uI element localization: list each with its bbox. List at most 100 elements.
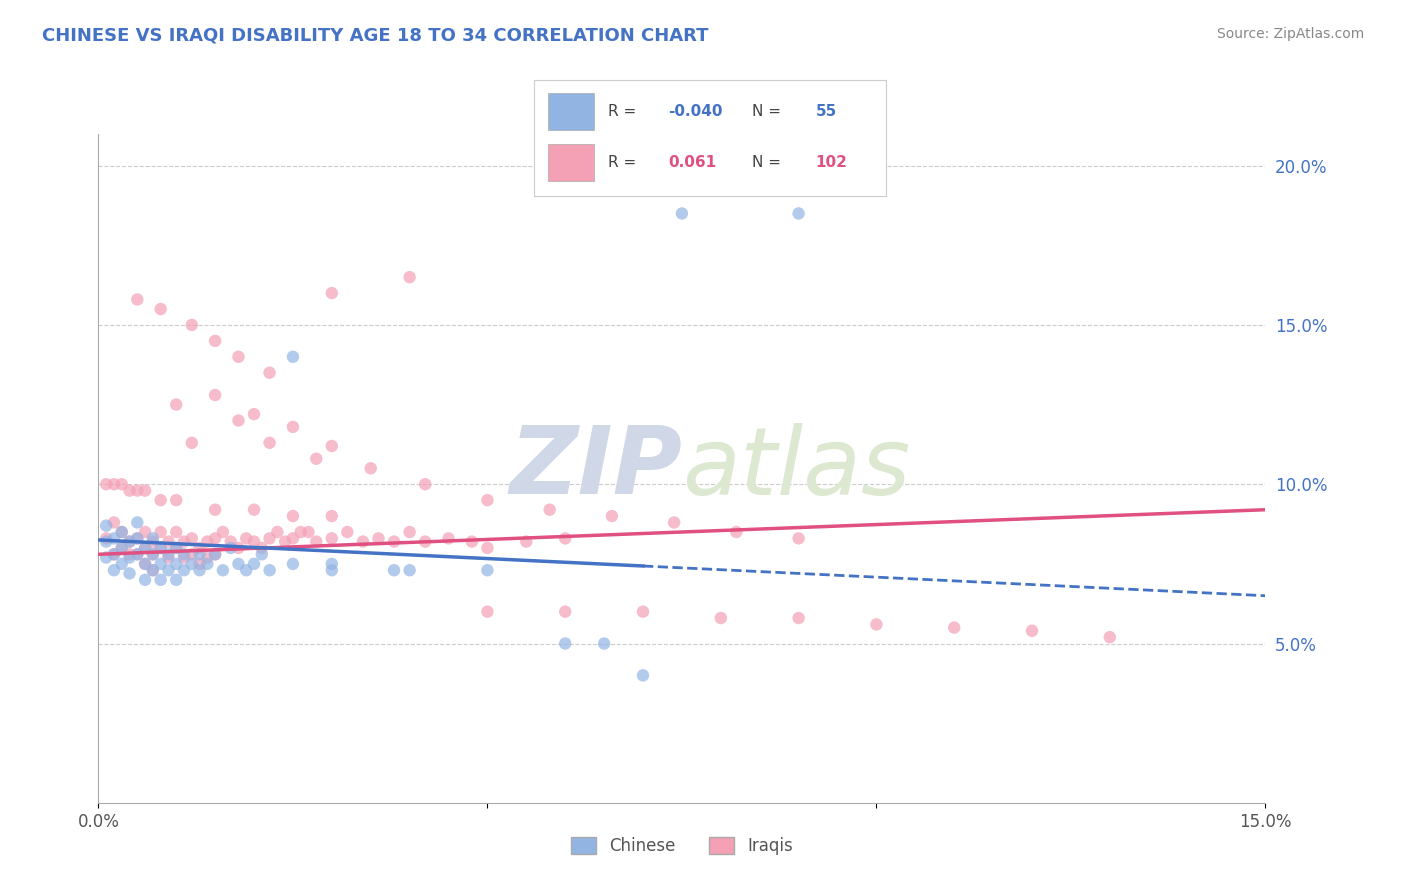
Point (321, 509, 343, 524)
Point (134, 557, 156, 571)
Point (195, 534, 218, 549)
Point (165, 541, 187, 555)
Point (142, 547, 165, 561)
Point (173, 534, 195, 549)
Point (461, 534, 484, 549)
Point (103, 547, 125, 561)
Point (96, 477, 118, 491)
Point (554, 605, 576, 619)
Point (157, 547, 180, 561)
Point (235, 532, 257, 546)
Point (165, 541, 187, 555)
Point (413, 477, 436, 491)
Point (243, 557, 266, 571)
Point (398, 270, 420, 285)
Point (134, 524, 156, 539)
Point (173, 563, 195, 577)
Point (336, 524, 359, 539)
Point (228, 350, 250, 364)
Point (382, 563, 405, 577)
Point (111, 524, 134, 539)
Point (305, 534, 328, 549)
Text: atlas: atlas (682, 423, 910, 514)
Point (134, 541, 156, 555)
Point (118, 534, 141, 549)
Point (600, 509, 623, 524)
Bar (548, 93, 593, 130)
Point (134, 573, 156, 587)
Point (127, 516, 149, 530)
Text: ZIP: ZIP (509, 422, 682, 515)
Point (554, 636, 576, 650)
Point (165, 493, 187, 508)
Point (281, 420, 304, 434)
Point (204, 502, 226, 516)
Point (165, 557, 187, 571)
Point (321, 439, 343, 453)
Point (134, 483, 156, 498)
Point (111, 541, 134, 555)
Point (787, 206, 810, 220)
Point (367, 532, 389, 546)
Point (96, 532, 118, 546)
Point (111, 477, 134, 491)
Point (631, 605, 654, 619)
Point (103, 547, 125, 561)
Point (188, 547, 211, 561)
Text: CHINESE VS IRAQI DISABILITY AGE 18 TO 34 CORRELATION CHART: CHINESE VS IRAQI DISABILITY AGE 18 TO 34… (42, 27, 709, 45)
Point (352, 534, 374, 549)
Point (127, 532, 149, 546)
Point (593, 636, 616, 650)
Point (250, 547, 273, 561)
Point (118, 547, 141, 561)
Point (142, 563, 165, 577)
Point (477, 541, 499, 555)
Legend: Chinese, Iraqis: Chinese, Iraqis (564, 830, 800, 862)
Point (180, 532, 202, 546)
Point (243, 407, 266, 421)
Point (111, 541, 134, 555)
Point (180, 547, 202, 561)
Point (149, 573, 172, 587)
Point (180, 435, 202, 450)
Point (212, 563, 235, 577)
Point (290, 524, 312, 539)
Point (297, 524, 319, 539)
Text: Source: ZipAtlas.com: Source: ZipAtlas.com (1216, 27, 1364, 41)
Point (157, 550, 180, 565)
Point (212, 524, 235, 539)
Point (413, 534, 436, 549)
Point (142, 547, 165, 561)
Point (142, 532, 165, 546)
Point (149, 557, 172, 571)
Point (111, 524, 134, 539)
Point (631, 668, 654, 682)
Point (228, 557, 250, 571)
Point (477, 563, 499, 577)
Point (127, 483, 149, 498)
Point (219, 534, 242, 549)
Point (96, 534, 118, 549)
Point (235, 563, 257, 577)
Point (321, 286, 343, 301)
Point (118, 534, 141, 549)
Point (228, 541, 250, 555)
Point (118, 566, 141, 581)
Point (243, 502, 266, 516)
Point (398, 524, 420, 539)
Point (195, 550, 218, 565)
Point (134, 557, 156, 571)
Text: 55: 55 (815, 104, 837, 120)
Point (1021, 624, 1043, 638)
Point (204, 532, 226, 546)
Point (149, 541, 172, 555)
Point (281, 557, 304, 571)
Point (204, 547, 226, 561)
Point (259, 366, 281, 380)
Point (142, 563, 165, 577)
Point (165, 573, 187, 587)
Text: 102: 102 (815, 155, 848, 170)
Point (321, 563, 343, 577)
Text: -0.040: -0.040 (668, 104, 723, 120)
Point (96, 550, 118, 565)
